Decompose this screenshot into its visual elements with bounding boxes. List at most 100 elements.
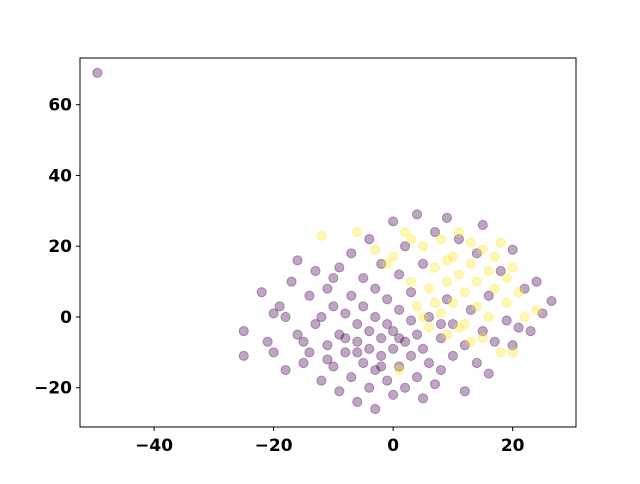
point	[322, 354, 333, 365]
point	[340, 333, 351, 344]
point	[483, 311, 494, 323]
point	[388, 216, 399, 227]
point	[334, 386, 345, 397]
point	[298, 336, 309, 347]
point	[417, 393, 429, 404]
point	[405, 287, 417, 298]
point	[346, 372, 357, 383]
point	[513, 322, 524, 333]
point	[376, 361, 387, 372]
point	[352, 396, 363, 407]
point	[459, 386, 470, 397]
point	[382, 318, 393, 330]
point	[447, 297, 458, 308]
point	[453, 269, 464, 280]
point	[364, 326, 375, 337]
point	[447, 251, 458, 262]
x-tick-label: 20	[501, 436, 525, 456]
point	[477, 244, 488, 255]
point	[453, 322, 464, 333]
point	[316, 375, 327, 386]
point	[435, 318, 447, 330]
point	[304, 347, 315, 358]
point	[316, 230, 327, 241]
point	[483, 368, 494, 379]
point	[376, 350, 387, 361]
point	[346, 290, 357, 301]
point	[429, 226, 441, 238]
point	[358, 272, 369, 284]
point	[268, 308, 279, 319]
x-tick-label: −20	[255, 436, 293, 456]
point	[513, 287, 524, 298]
point	[471, 301, 482, 312]
point	[465, 258, 476, 270]
point	[364, 234, 375, 245]
point	[423, 311, 435, 323]
y-tick-label: 20	[48, 237, 72, 257]
point	[298, 357, 309, 369]
point	[346, 248, 357, 259]
point	[382, 375, 393, 386]
point	[388, 389, 399, 400]
point	[316, 311, 327, 323]
point	[459, 340, 470, 351]
point	[441, 212, 453, 224]
point	[238, 350, 249, 361]
point	[423, 357, 435, 369]
point	[364, 382, 375, 393]
point	[435, 234, 447, 245]
point	[310, 318, 321, 330]
point	[471, 276, 482, 287]
point	[322, 340, 333, 351]
point	[441, 276, 453, 287]
point	[405, 350, 417, 361]
point	[429, 297, 441, 308]
point	[441, 329, 453, 340]
point	[519, 283, 530, 294]
point	[495, 347, 506, 358]
point	[531, 304, 542, 315]
point	[411, 301, 423, 312]
point	[292, 255, 303, 266]
point	[394, 361, 405, 372]
point	[352, 347, 363, 358]
point	[477, 219, 488, 231]
point	[417, 258, 429, 270]
point	[394, 364, 405, 376]
point	[435, 308, 447, 319]
point	[471, 248, 482, 259]
point	[417, 343, 429, 354]
point	[411, 372, 423, 383]
point	[501, 272, 512, 284]
point	[334, 262, 345, 273]
point	[370, 403, 381, 415]
point	[370, 244, 381, 255]
point	[459, 287, 470, 298]
y-tick-label: −20	[34, 379, 72, 399]
point	[358, 301, 369, 312]
point	[435, 333, 447, 344]
point	[394, 269, 405, 280]
point	[546, 295, 557, 307]
point	[352, 226, 363, 238]
point	[537, 308, 548, 319]
point	[477, 333, 488, 344]
point	[411, 209, 423, 220]
point	[304, 290, 315, 301]
point	[256, 287, 267, 298]
point	[423, 322, 435, 333]
point	[274, 301, 285, 312]
y-tick-label: 40	[48, 166, 72, 186]
point	[370, 311, 381, 323]
point	[429, 262, 441, 273]
point	[417, 241, 429, 252]
y-tick-label: 60	[48, 96, 72, 116]
point	[399, 336, 411, 347]
point	[507, 262, 518, 273]
point	[280, 311, 291, 323]
point	[388, 326, 399, 337]
point	[399, 226, 411, 238]
point	[405, 234, 417, 245]
